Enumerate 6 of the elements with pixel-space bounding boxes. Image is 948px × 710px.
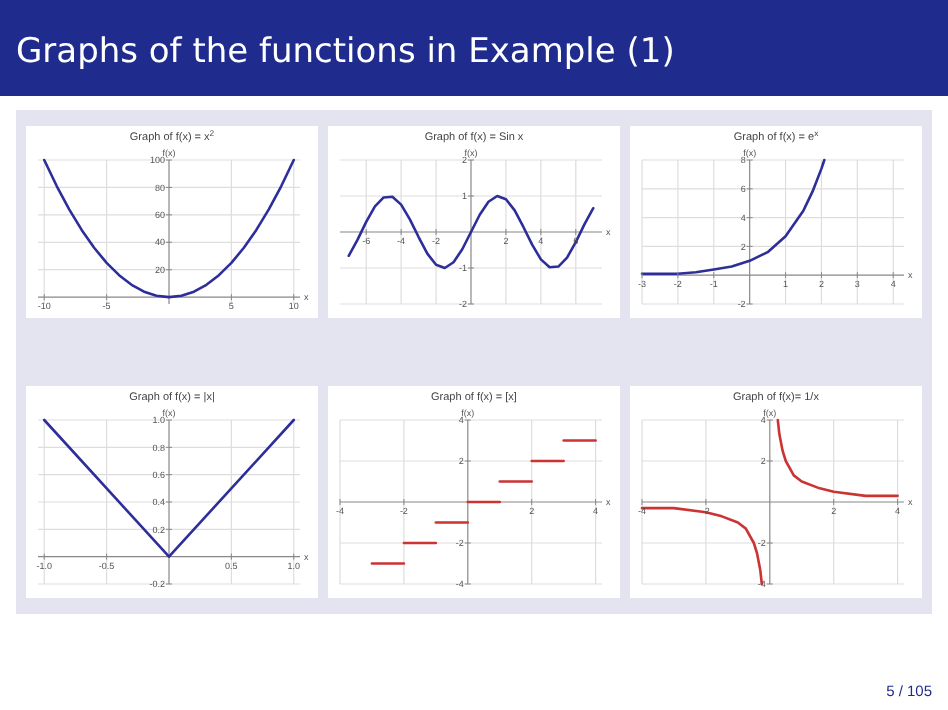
line-series bbox=[640, 506, 764, 586]
line-series bbox=[42, 158, 296, 299]
line-series bbox=[640, 158, 826, 276]
text: Graphs of the functions in Example (1) bbox=[16, 32, 675, 72]
line-series bbox=[347, 194, 595, 270]
line-series bbox=[776, 418, 899, 498]
